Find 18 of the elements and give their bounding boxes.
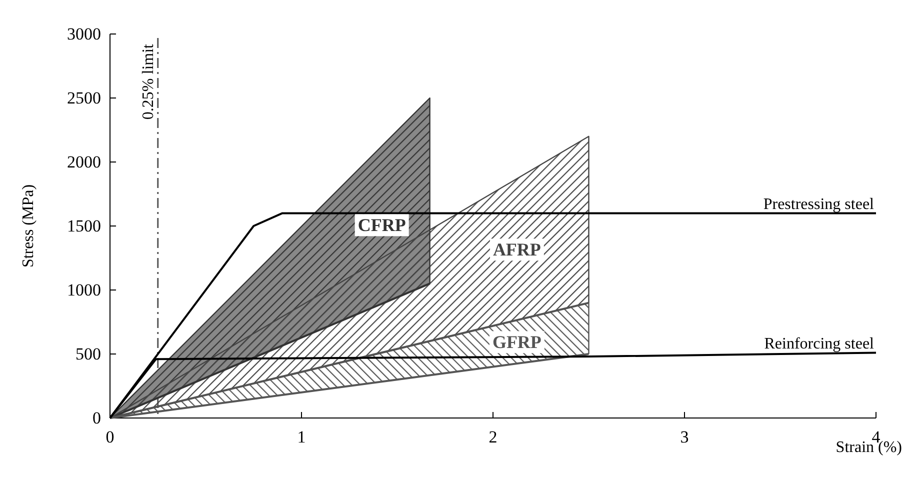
- text: AFRP: [492, 240, 541, 260]
- y-tick-label: 0: [92, 408, 101, 428]
- y-tick-label: 500: [76, 344, 101, 364]
- x-tick-label: 2: [488, 427, 498, 446]
- x-tick-label: 3: [680, 427, 689, 446]
- series-label: CFRP: [358, 215, 406, 236]
- y-tick-label: 1500: [67, 216, 101, 236]
- y-tick-label: 2000: [67, 152, 101, 172]
- y-tick-label: 3000: [67, 24, 101, 44]
- ref-line-label: 0.25% limit: [140, 43, 157, 120]
- y-tick-label: 1000: [67, 280, 101, 300]
- series-label: GFRP: [492, 332, 542, 352]
- x-tick-label: 1: [297, 427, 306, 446]
- y-axis-title: Stress (MPa): [20, 184, 38, 268]
- y-tick-label: 2500: [67, 88, 101, 108]
- series-label: Prestressing steel: [763, 196, 875, 214]
- x-tick-label: 0: [106, 427, 114, 446]
- series-label: Reinforcing steel: [764, 336, 875, 353]
